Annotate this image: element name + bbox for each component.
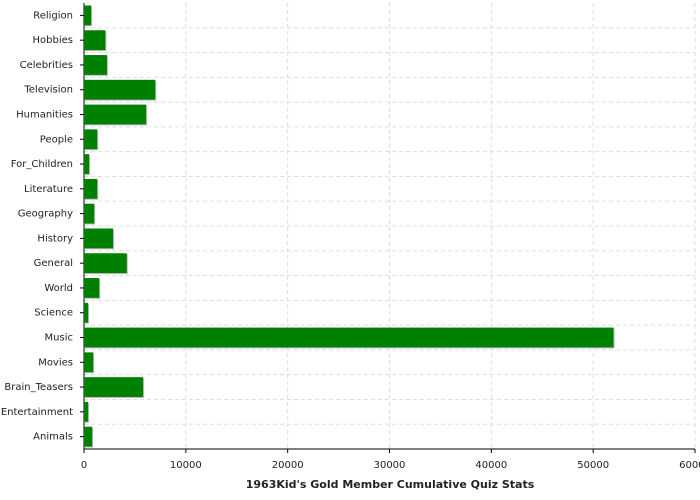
x-tick-label: 30000: [374, 460, 406, 471]
y-tick-label: General: [34, 258, 73, 269]
bar: [84, 401, 89, 422]
bar: [84, 426, 93, 447]
bar: [84, 352, 94, 373]
y-tick-label: History: [37, 233, 73, 244]
bar: [84, 327, 614, 348]
bar: [84, 203, 95, 224]
chart-title: 1963Kid's Gold Member Cumulative Quiz St…: [246, 478, 535, 491]
bar: [84, 55, 107, 75]
y-tick-label: Geography: [18, 209, 73, 220]
y-tick-label: World: [44, 283, 73, 294]
bar: [84, 30, 106, 51]
bar: [84, 377, 144, 397]
bar: [84, 129, 98, 150]
x-tick-label: 50000: [577, 460, 609, 471]
bar: [84, 104, 147, 125]
y-tick-label: Movies: [38, 357, 73, 368]
bar: [84, 228, 114, 249]
y-tick-label: Television: [23, 85, 73, 96]
y-tick-label: People: [40, 134, 73, 145]
x-tick-label: 0: [81, 460, 87, 471]
y-tick-label: Celebrities: [20, 60, 73, 71]
x-tick-label: 10000: [170, 460, 202, 471]
x-tick-label: 20000: [272, 460, 304, 471]
bar: [84, 302, 89, 323]
y-tick-label: Religion: [33, 10, 73, 21]
y-tick-label: Hobbies: [33, 35, 73, 46]
x-tick-label: 40000: [475, 460, 507, 471]
y-tick-label: Science: [34, 308, 73, 319]
y-tick-label: Brain_Teasers: [4, 382, 73, 393]
y-tick-label: Entertainment: [1, 407, 73, 418]
bar: [84, 154, 90, 174]
y-tick-label: For_Children: [11, 159, 73, 170]
bar: [84, 178, 98, 199]
y-tick-label: Literature: [24, 184, 73, 195]
y-tick-label: Music: [45, 333, 73, 344]
bar: [84, 278, 100, 298]
bar: [84, 253, 127, 274]
y-tick-label: Humanities: [16, 110, 73, 121]
y-tick-label: Animals: [33, 432, 73, 443]
x-tick-label: 60000: [679, 460, 700, 471]
bar: [84, 5, 92, 26]
bar: [84, 79, 156, 100]
